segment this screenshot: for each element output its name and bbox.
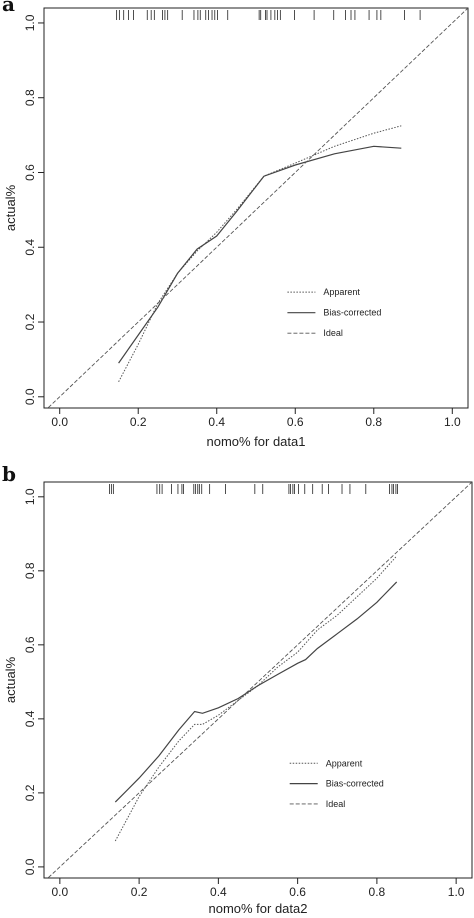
series-line-bias-corrected xyxy=(114,581,398,803)
series-line-ideal xyxy=(47,8,468,408)
x-tick-label: 0.0 xyxy=(52,885,69,899)
plot-frame xyxy=(43,7,469,409)
panel-letter: b xyxy=(2,462,16,486)
y-axis-label: actual% xyxy=(3,184,18,231)
panel-letter: a xyxy=(2,0,15,16)
y-tick-label: 0.4 xyxy=(23,710,37,727)
calibration-plot-b: 0.0 0.2 0.4 0.6 0.8 1.0 0.0 0.2 0.4 0.6 0.8 1.0 nomo… xyxy=(3,481,473,916)
y-tick-label: 1.0 xyxy=(23,14,37,31)
panel-a: a 0.0 0.2 0.4 0.6 0.8 1.0 0.0 0.2 0.4 0.6 0.8 1.0 no… xyxy=(0,0,474,455)
y-tick-label: 1.0 xyxy=(23,488,37,505)
x-axis-label: nomo% for data1 xyxy=(206,434,305,449)
x-tick-label: 0.8 xyxy=(369,885,386,899)
series-line-apparent xyxy=(118,125,402,383)
x-tick-label: 0.8 xyxy=(365,415,382,429)
y-tick-label: 0.6 xyxy=(23,636,37,653)
legend-label: Ideal xyxy=(326,799,346,809)
y-axis-label: actual% xyxy=(3,656,18,703)
y-tick-label: 0.2 xyxy=(23,784,37,801)
legend-label: Apparent xyxy=(326,758,363,768)
legend-label: Bias-corrected xyxy=(323,308,381,318)
x-tick-label: 0.4 xyxy=(208,415,225,429)
y-tick-label: 0.6 xyxy=(23,164,37,181)
series-line-bias-corrected xyxy=(118,145,402,364)
x-tick-label: 0.4 xyxy=(210,885,227,899)
x-tick-label: 0.6 xyxy=(289,885,306,899)
legend-label: Apparent xyxy=(323,287,360,297)
series-line-ideal xyxy=(47,482,472,878)
y-tick-label: 0.8 xyxy=(23,89,37,106)
y-tick-label: 0.0 xyxy=(23,388,37,405)
plot-frame xyxy=(43,481,473,879)
y-tick-label: 0.8 xyxy=(23,562,37,579)
series-group xyxy=(47,8,468,408)
calibration-plot-a: 0.0 0.2 0.4 0.6 0.8 1.0 0.0 0.2 0.4 0.6 0.8 1.0 nomo… xyxy=(3,7,469,449)
y-tick-label: 0.4 xyxy=(23,239,37,256)
panel-b: b 0.0 0.2 0.4 0.6 0.8 1.0 0.0 0.2 0.4 0.6 0.8 1.0 no… xyxy=(0,460,474,918)
y-tick-label: 0.0 xyxy=(23,858,37,875)
x-tick-label: 0.2 xyxy=(130,415,147,429)
series-line-apparent xyxy=(114,555,398,842)
series-group xyxy=(47,482,472,878)
x-tick-label: 1.0 xyxy=(448,885,465,899)
y-tick-label: 0.2 xyxy=(23,313,37,330)
x-tick-label: 1.0 xyxy=(444,415,461,429)
x-tick-label: 0.0 xyxy=(51,415,68,429)
legend-label: Ideal xyxy=(323,328,343,338)
legend-label: Bias-corrected xyxy=(326,779,384,789)
x-tick-label: 0.6 xyxy=(287,415,304,429)
x-axis-label: nomo% for data2 xyxy=(208,901,307,916)
x-tick-label: 0.2 xyxy=(131,885,148,899)
